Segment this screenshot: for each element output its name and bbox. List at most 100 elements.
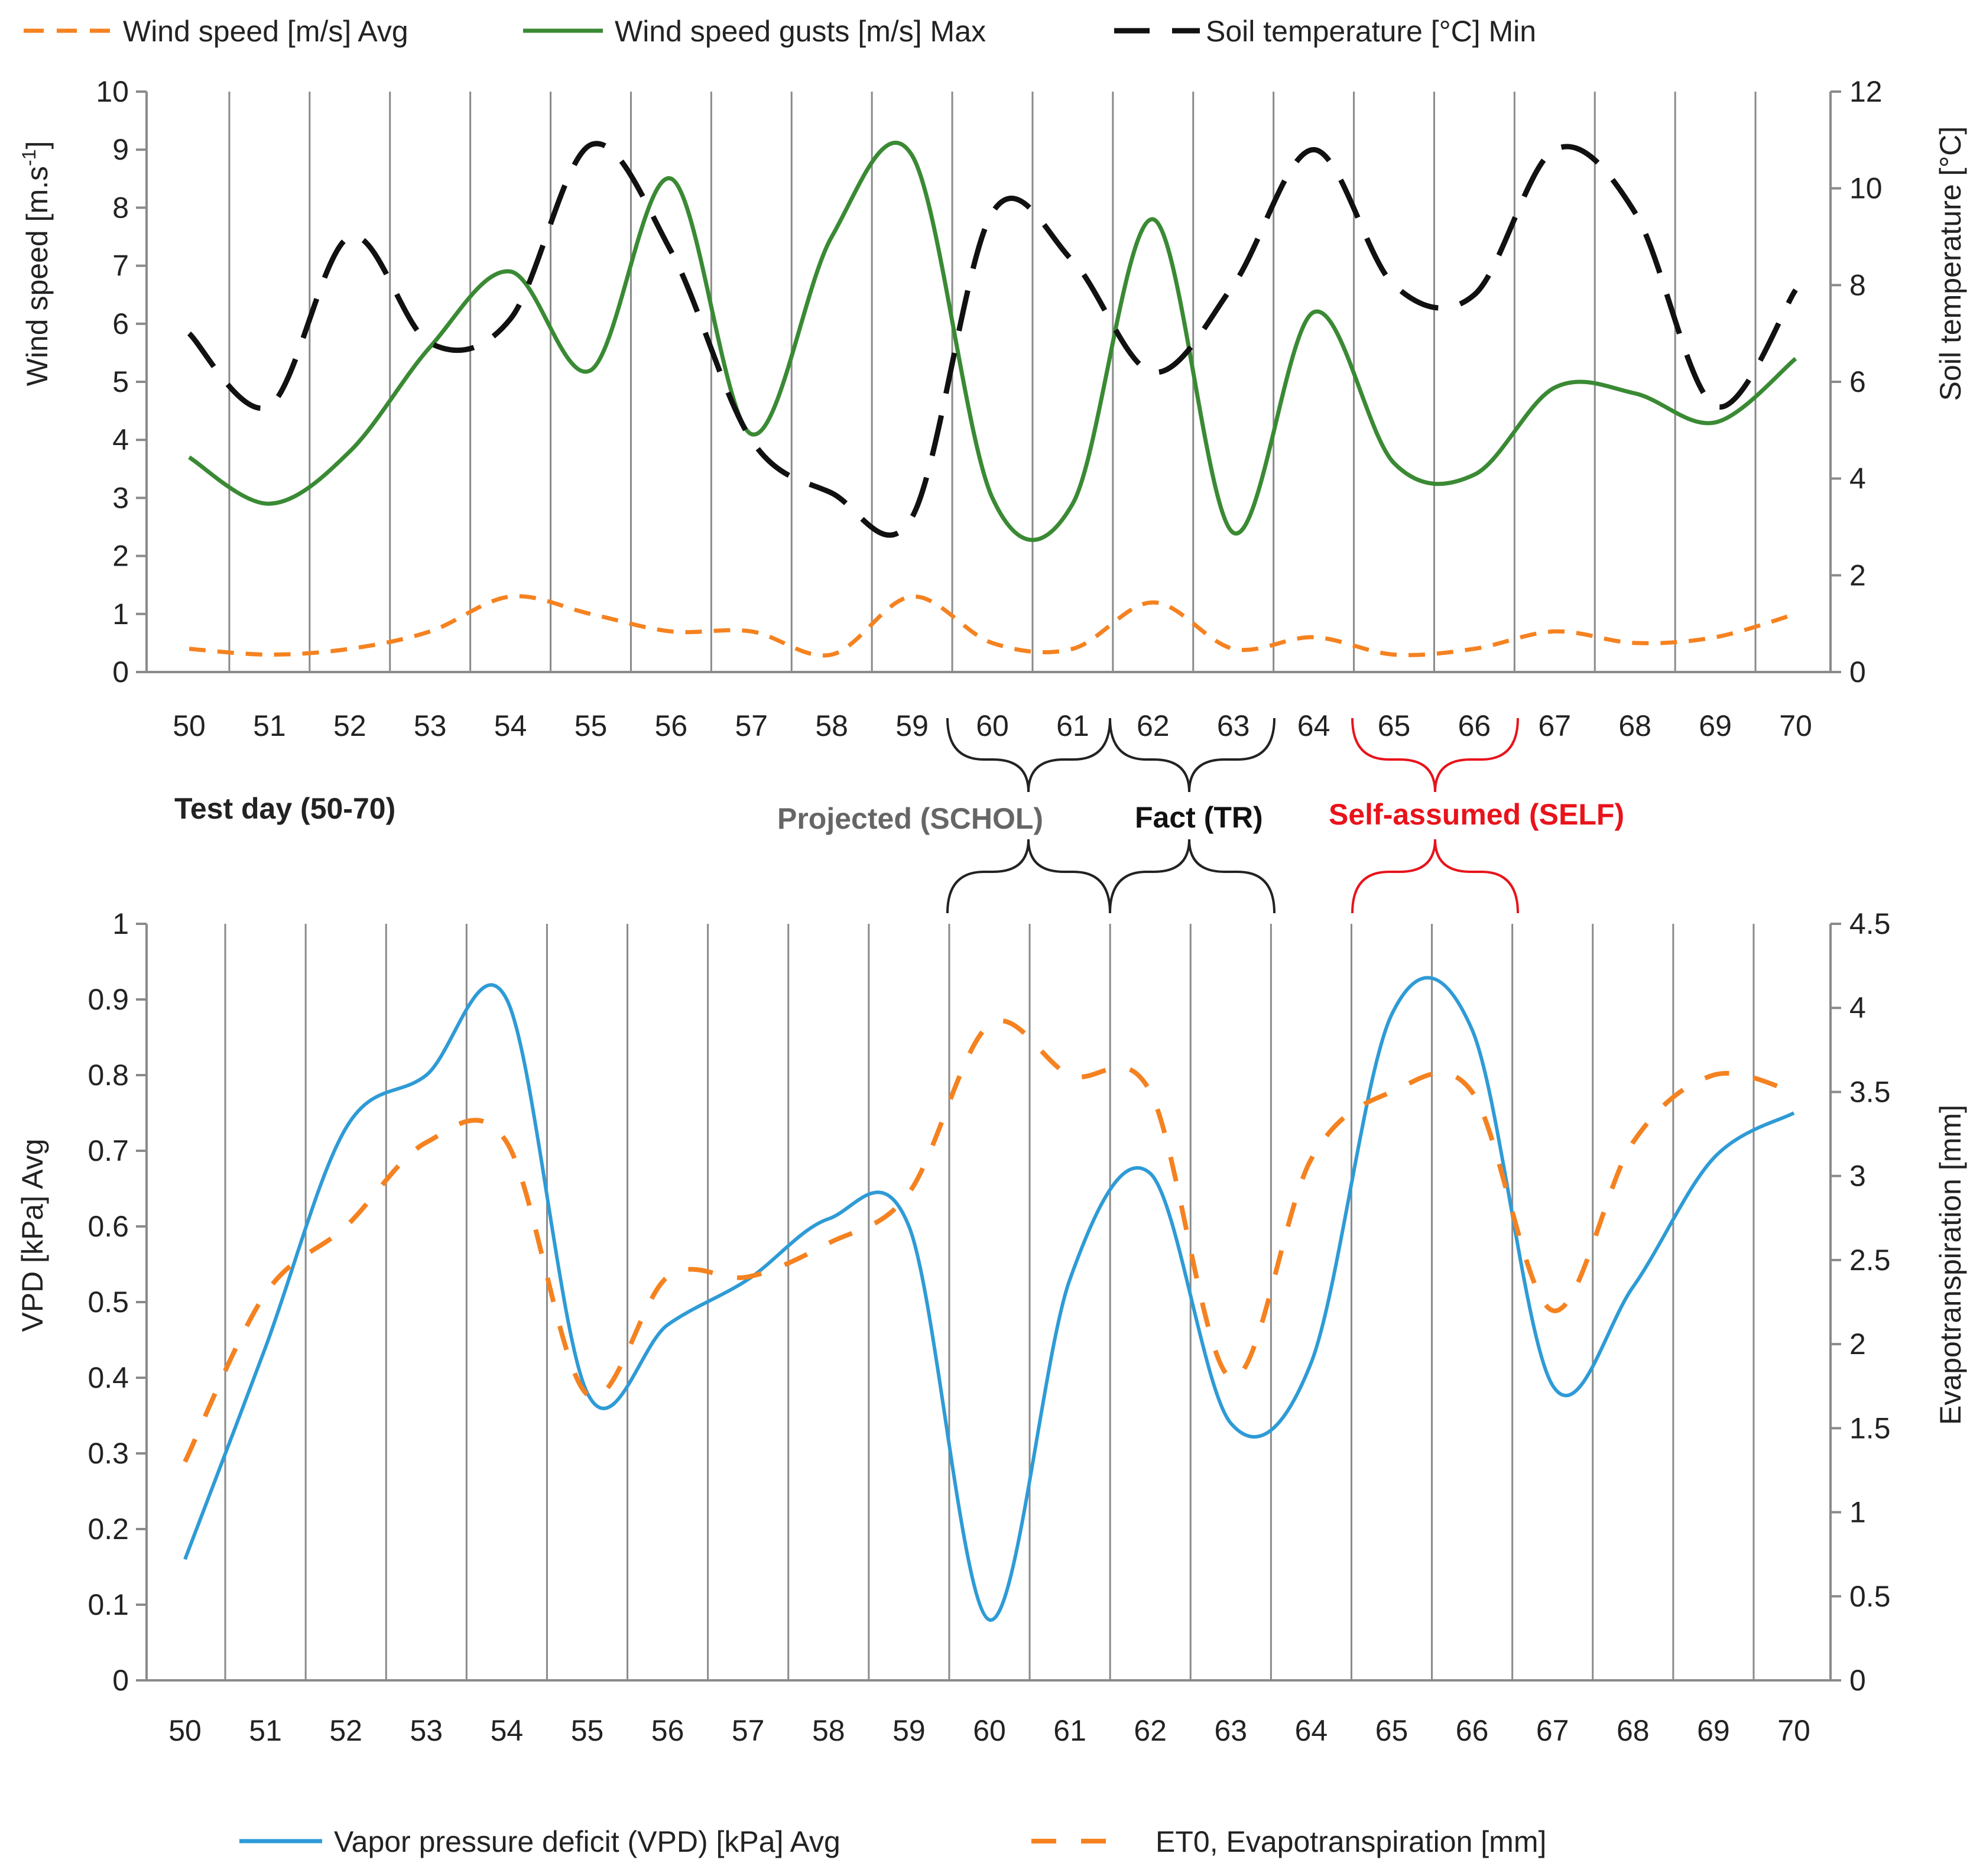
y2-tick-label: 3.5 bbox=[1849, 1075, 1891, 1108]
legend-item-et0: ET0, Evapotranspiration [mm] bbox=[1031, 1825, 1546, 1858]
y2-tick-label: 4 bbox=[1849, 991, 1866, 1024]
y-tick-label: 0.4 bbox=[87, 1361, 129, 1394]
y2-tick-label: 1.5 bbox=[1849, 1411, 1891, 1445]
y2-tick-label: 4 bbox=[1849, 462, 1866, 495]
x-tick-label: 59 bbox=[895, 709, 929, 742]
legend-label-vpd: Vapor pressure deficit (VPD) [kPa] Avg bbox=[334, 1825, 840, 1858]
y-tick-label: 2 bbox=[112, 540, 129, 573]
top-series bbox=[187, 141, 1798, 658]
bottom-chart-grid bbox=[224, 924, 1755, 1680]
bottom-y2-axis-title: Evapotranspiration [mm] bbox=[1934, 1105, 1967, 1425]
y-tick-label: 10 bbox=[96, 75, 129, 108]
x-tick-label: 67 bbox=[1536, 1714, 1569, 1747]
top-chart-grid bbox=[228, 92, 1757, 672]
x-tick-label: 70 bbox=[1779, 709, 1812, 742]
self-assumed-label: Self-assumed (SELF) bbox=[1329, 798, 1624, 831]
top-right-ticks: 0 2 4 6 8 10 12 bbox=[1831, 75, 1883, 689]
y-tick-label: 0 bbox=[112, 1664, 129, 1697]
y-tick-label: 0.2 bbox=[87, 1513, 129, 1546]
top-left-ticks: 0 1 2 3 4 5 6 7 8 9 10 bbox=[96, 75, 147, 689]
legend-label-wind-speed-avg: Wind speed [m/s] Avg bbox=[123, 15, 408, 48]
top-x-ticks: 50 51 52 53 54 55 56 57 58 59 60 61 62 63 64 65 66 67 68 69… bbox=[173, 709, 1812, 742]
legend-label-et0: ET0, Evapotranspiration [mm] bbox=[1156, 1825, 1546, 1858]
brace-projected-bottom bbox=[946, 839, 1111, 914]
y-tick-label: 0.3 bbox=[87, 1437, 129, 1470]
series-line-bot-1 bbox=[183, 1018, 1794, 1463]
legend-item-wind-gusts-max: Wind speed gusts [m/s] Max bbox=[523, 15, 986, 48]
y-tick-label: 1 bbox=[112, 598, 129, 631]
x-tick-label: 66 bbox=[1456, 1714, 1489, 1747]
x-tick-label: 63 bbox=[1214, 1714, 1247, 1747]
bottom-y-axis-title: VPD [kPa] Avg bbox=[16, 1138, 49, 1332]
y2-tick-label: 8 bbox=[1849, 268, 1866, 301]
legend-label-wind-gusts-max: Wind speed gusts [m/s] Max bbox=[615, 15, 986, 48]
top-y-axis-title-sup: -1 bbox=[18, 150, 40, 166]
x-tick-label: 64 bbox=[1297, 709, 1330, 742]
x-tick-label: 62 bbox=[1134, 1714, 1167, 1747]
x-tick-label: 54 bbox=[491, 1714, 524, 1747]
x-tick-label: 65 bbox=[1375, 1714, 1408, 1747]
top-legend: Wind speed [m/s] Avg Wind speed gusts [m… bbox=[24, 15, 1536, 48]
vpd-et0-chart: 0 0.1 0.2 0.3 0.4 0.5 0.6 0.7 0.8 0.9 1 0 0.5 1 1.5 2 2… bbox=[16, 907, 1967, 1858]
bottom-legend: Vapor pressure deficit (VPD) [kPa] Avg E… bbox=[239, 1825, 1546, 1858]
series-line-top-0 bbox=[189, 594, 1796, 658]
bottom-x-ticks: 50 51 52 53 54 55 56 57 58 59 60 61 62 63 64 65 66 67 68 69… bbox=[168, 1714, 1810, 1747]
legend-label-soil-temp-min: Soil temperature [°C] Min bbox=[1206, 15, 1536, 48]
x-tick-label: 70 bbox=[1777, 1714, 1810, 1747]
y2-tick-label: 0 bbox=[1849, 655, 1866, 689]
projected-label: Projected (SCHOL) bbox=[777, 802, 1043, 835]
x-tick-label: 55 bbox=[575, 709, 608, 742]
bottom-series bbox=[183, 976, 1795, 1622]
series-line-bot-0 bbox=[183, 976, 1795, 1622]
y-tick-label: 1 bbox=[112, 907, 129, 940]
top-y-axis-title-main: Wind speed [m.s bbox=[21, 166, 54, 386]
x-tick-label: 64 bbox=[1295, 1714, 1328, 1747]
fact-label: Fact (TR) bbox=[1135, 801, 1263, 834]
x-tick-label: 69 bbox=[1697, 1714, 1730, 1747]
brace-fact-bottom bbox=[1109, 839, 1276, 914]
legend-item-wind-speed-avg: Wind speed [m/s] Avg bbox=[24, 15, 408, 48]
y-tick-label: 0.9 bbox=[87, 983, 129, 1016]
y-tick-label: 0.8 bbox=[87, 1059, 129, 1092]
x-tick-label: 51 bbox=[253, 709, 286, 742]
x-tick-label: 53 bbox=[410, 1714, 443, 1747]
x-tick-label: 68 bbox=[1617, 1714, 1650, 1747]
y-tick-label: 0 bbox=[112, 655, 129, 689]
y-tick-label: 8 bbox=[112, 191, 129, 224]
x-tick-label: 66 bbox=[1458, 709, 1491, 742]
x-tick-label: 56 bbox=[655, 709, 688, 742]
x-tick-label: 61 bbox=[1053, 1714, 1086, 1747]
y-tick-label: 0.1 bbox=[87, 1588, 129, 1621]
x-tick-label: 59 bbox=[892, 1714, 926, 1747]
x-tick-label: 67 bbox=[1538, 709, 1571, 742]
group-annotations: Test day (50-70) Projected (SCHOL) Fact … bbox=[174, 718, 1624, 914]
x-tick-label: 58 bbox=[812, 1714, 845, 1747]
y2-tick-label: 10 bbox=[1849, 172, 1883, 205]
brace-projected-top bbox=[946, 718, 1111, 793]
x-tick-label: 63 bbox=[1217, 709, 1250, 742]
test-day-label: Test day (50-70) bbox=[174, 792, 395, 825]
top-y-axis-title-tail: ] bbox=[21, 141, 54, 150]
series-line-top-1 bbox=[188, 141, 1797, 543]
x-tick-label: 55 bbox=[571, 1714, 604, 1747]
y2-tick-label: 12 bbox=[1849, 75, 1883, 108]
x-tick-label: 57 bbox=[732, 1714, 765, 1747]
x-tick-label: 53 bbox=[414, 709, 447, 742]
top-y-axis-title: Wind speed [m.s-1] bbox=[18, 141, 54, 387]
x-tick-label: 52 bbox=[329, 1714, 362, 1747]
x-tick-label: 58 bbox=[815, 709, 848, 742]
y2-tick-label: 4.5 bbox=[1849, 907, 1891, 940]
y2-tick-label: 3 bbox=[1849, 1160, 1866, 1193]
x-tick-label: 54 bbox=[494, 709, 527, 742]
x-tick-label: 50 bbox=[168, 1714, 202, 1747]
y-tick-label: 5 bbox=[112, 365, 129, 398]
bottom-left-ticks: 0 0.1 0.2 0.3 0.4 0.5 0.6 0.7 0.8 0.9 1 bbox=[87, 907, 147, 1697]
y2-tick-label: 0 bbox=[1849, 1664, 1866, 1697]
brace-fact-top bbox=[1109, 718, 1276, 793]
y-tick-label: 0.6 bbox=[87, 1210, 129, 1243]
top-y2-axis-title: Soil temperature [°C] bbox=[1934, 126, 1967, 401]
x-tick-label: 56 bbox=[651, 1714, 684, 1747]
series-line-top-2 bbox=[187, 141, 1798, 538]
